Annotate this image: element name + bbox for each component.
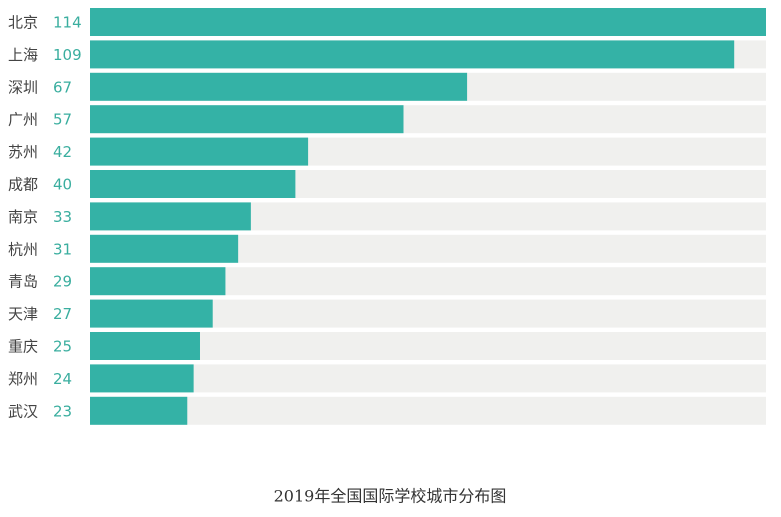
value-label: 33: [53, 208, 72, 226]
value-label: 40: [53, 176, 72, 194]
category-label: 深圳: [8, 78, 38, 96]
bar: [90, 105, 404, 134]
value-label: 109: [53, 46, 82, 64]
bar: [90, 72, 468, 101]
bar: [90, 40, 735, 69]
bar: [90, 299, 213, 328]
category-label: 郑州: [8, 370, 38, 388]
bar: [90, 234, 239, 263]
bar: [90, 332, 200, 360]
value-label: 57: [53, 111, 72, 129]
bar: [90, 267, 226, 296]
bar-track: [90, 364, 766, 393]
value-label: 31: [53, 240, 72, 258]
value-label: 25: [53, 338, 72, 356]
bar: [90, 396, 188, 425]
category-label: 上海: [8, 46, 38, 64]
value-label: 114: [53, 14, 82, 32]
bar-track: [90, 396, 766, 425]
category-label: 南京: [8, 208, 38, 226]
category-label: 广州: [8, 111, 38, 129]
value-label: 42: [53, 143, 72, 161]
category-label: 成都: [8, 176, 38, 194]
category-label: 武汉: [8, 402, 38, 420]
category-label: 重庆: [8, 338, 38, 356]
value-label: 24: [53, 370, 72, 388]
value-label: 29: [53, 273, 72, 291]
category-label: 苏州: [8, 143, 38, 161]
value-label: 67: [53, 78, 72, 96]
value-label: 23: [53, 402, 72, 420]
category-label: 青岛: [8, 273, 38, 291]
chart-caption: 2019年全国国际学校城市分布图: [274, 487, 507, 506]
bar: [90, 364, 194, 393]
category-label: 杭州: [8, 240, 38, 258]
category-label: 北京: [8, 14, 38, 32]
category-label: 天津: [8, 305, 38, 323]
bar: [90, 137, 309, 166]
bar: [90, 8, 766, 36]
bar: [90, 170, 296, 198]
bar: [90, 202, 251, 231]
bar-track: [90, 332, 766, 360]
value-label: 27: [53, 305, 72, 323]
